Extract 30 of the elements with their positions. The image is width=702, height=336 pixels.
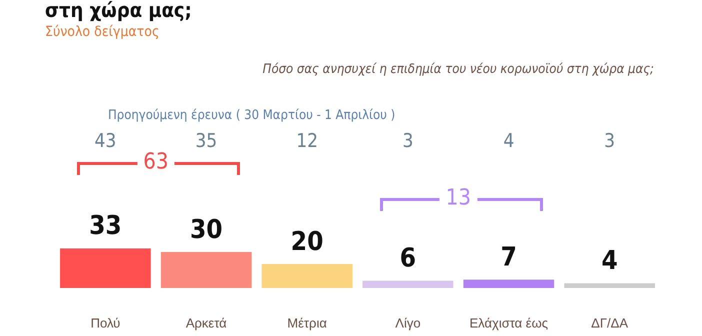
- chart-title: στη χώρα μας;: [45, 0, 192, 22]
- text: 3: [402, 130, 414, 152]
- bar: [362, 280, 454, 288]
- text: 35: [195, 130, 218, 152]
- x-tick-label: Πολύ: [90, 315, 120, 330]
- bar: [564, 283, 655, 288]
- text: 4: [503, 130, 514, 152]
- x-tick-label: ΔΓ/ΔΑ: [591, 315, 628, 330]
- text: 3: [604, 130, 616, 152]
- data-label: 7: [500, 242, 517, 272]
- bar: [463, 280, 554, 288]
- text: 13: [440, 186, 477, 210]
- bar: [262, 264, 352, 288]
- text: 63: [137, 150, 174, 174]
- text: 43: [94, 130, 116, 152]
- chart-subtitle: Σύνολο δείγματος: [45, 24, 160, 40]
- bar: [60, 248, 151, 288]
- x-tick-label: Λίγο: [395, 315, 421, 330]
- bar: [160, 252, 252, 288]
- text: 12: [296, 130, 318, 152]
- text: Πόσο σας ανησυχεί η επιδημία του νέου κορωνοϊού στη χώρα μας;: [262, 62, 654, 77]
- data-label: 30: [190, 214, 223, 245]
- x-tick-label: Ελάχιστα έως: [469, 315, 548, 330]
- data-label: 20: [290, 226, 324, 257]
- data-label: 33: [89, 211, 122, 242]
- text: Προηγούμενη έρευνα ( 30 Μαρτίου - 1 Απριλίου ): [108, 108, 396, 123]
- x-tick-label: Μέτρια: [287, 315, 328, 330]
- data-label: 4: [601, 246, 618, 276]
- data-label: 6: [400, 244, 416, 274]
- x-tick-label: Αρκετά: [186, 315, 228, 330]
